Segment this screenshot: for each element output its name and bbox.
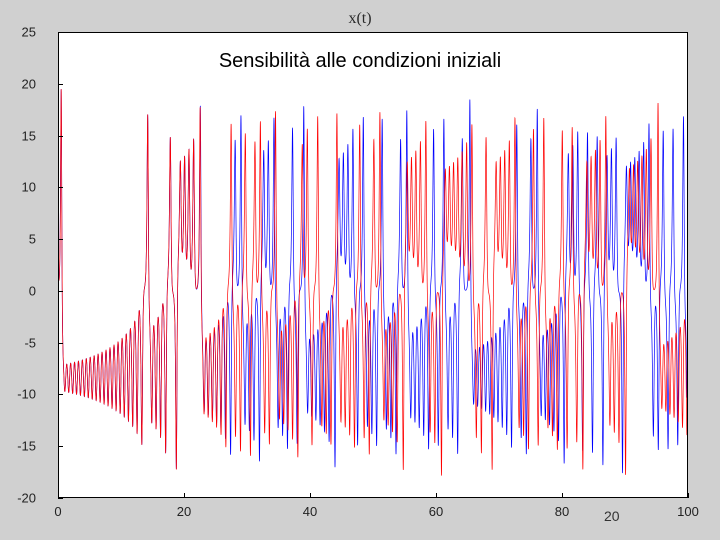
ytick-label: 10 — [0, 180, 36, 195]
ytick-mark — [58, 498, 63, 499]
xtick-label: 20 — [177, 504, 191, 519]
ytick-label: -5 — [0, 335, 36, 350]
ytick-mark — [58, 291, 63, 292]
ytick-label: -10 — [0, 387, 36, 402]
ytick-label: 20 — [0, 76, 36, 91]
xtick-label: 100 — [677, 504, 699, 519]
ytick-mark — [58, 187, 63, 188]
chart-caption: Sensibilità alle condizioni iniziali — [8, 50, 712, 73]
ytick-label: 15 — [0, 128, 36, 143]
ytick-label: -15 — [0, 439, 36, 454]
page-number: 20 — [604, 508, 620, 524]
xtick-label: 60 — [429, 504, 443, 519]
xtick-mark — [562, 493, 563, 498]
chart-container: x(t) -20-15-10-50510152025020406080100 S… — [8, 8, 712, 532]
ytick-mark — [58, 32, 63, 33]
xtick-label: 0 — [54, 504, 61, 519]
xtick-mark — [436, 493, 437, 498]
ytick-label: 5 — [0, 232, 36, 247]
xtick-mark — [184, 493, 185, 498]
ytick-label: 25 — [0, 25, 36, 40]
series-trajectory-1 — [59, 89, 687, 473]
ytick-mark — [58, 446, 63, 447]
ytick-label: -20 — [0, 491, 36, 506]
ytick-mark — [58, 84, 63, 85]
ytick-mark — [58, 239, 63, 240]
ytick-mark — [58, 343, 63, 344]
ytick-label: 0 — [0, 283, 36, 298]
xtick-mark — [310, 493, 311, 498]
chart-title: x(t) — [8, 10, 712, 28]
ytick-mark — [58, 394, 63, 395]
xtick-label: 40 — [303, 504, 317, 519]
ytick-mark — [58, 136, 63, 137]
plot-svg — [59, 33, 687, 497]
plot-area — [58, 32, 688, 498]
xtick-mark — [688, 493, 689, 498]
xtick-mark — [58, 493, 59, 498]
xtick-label: 80 — [555, 504, 569, 519]
